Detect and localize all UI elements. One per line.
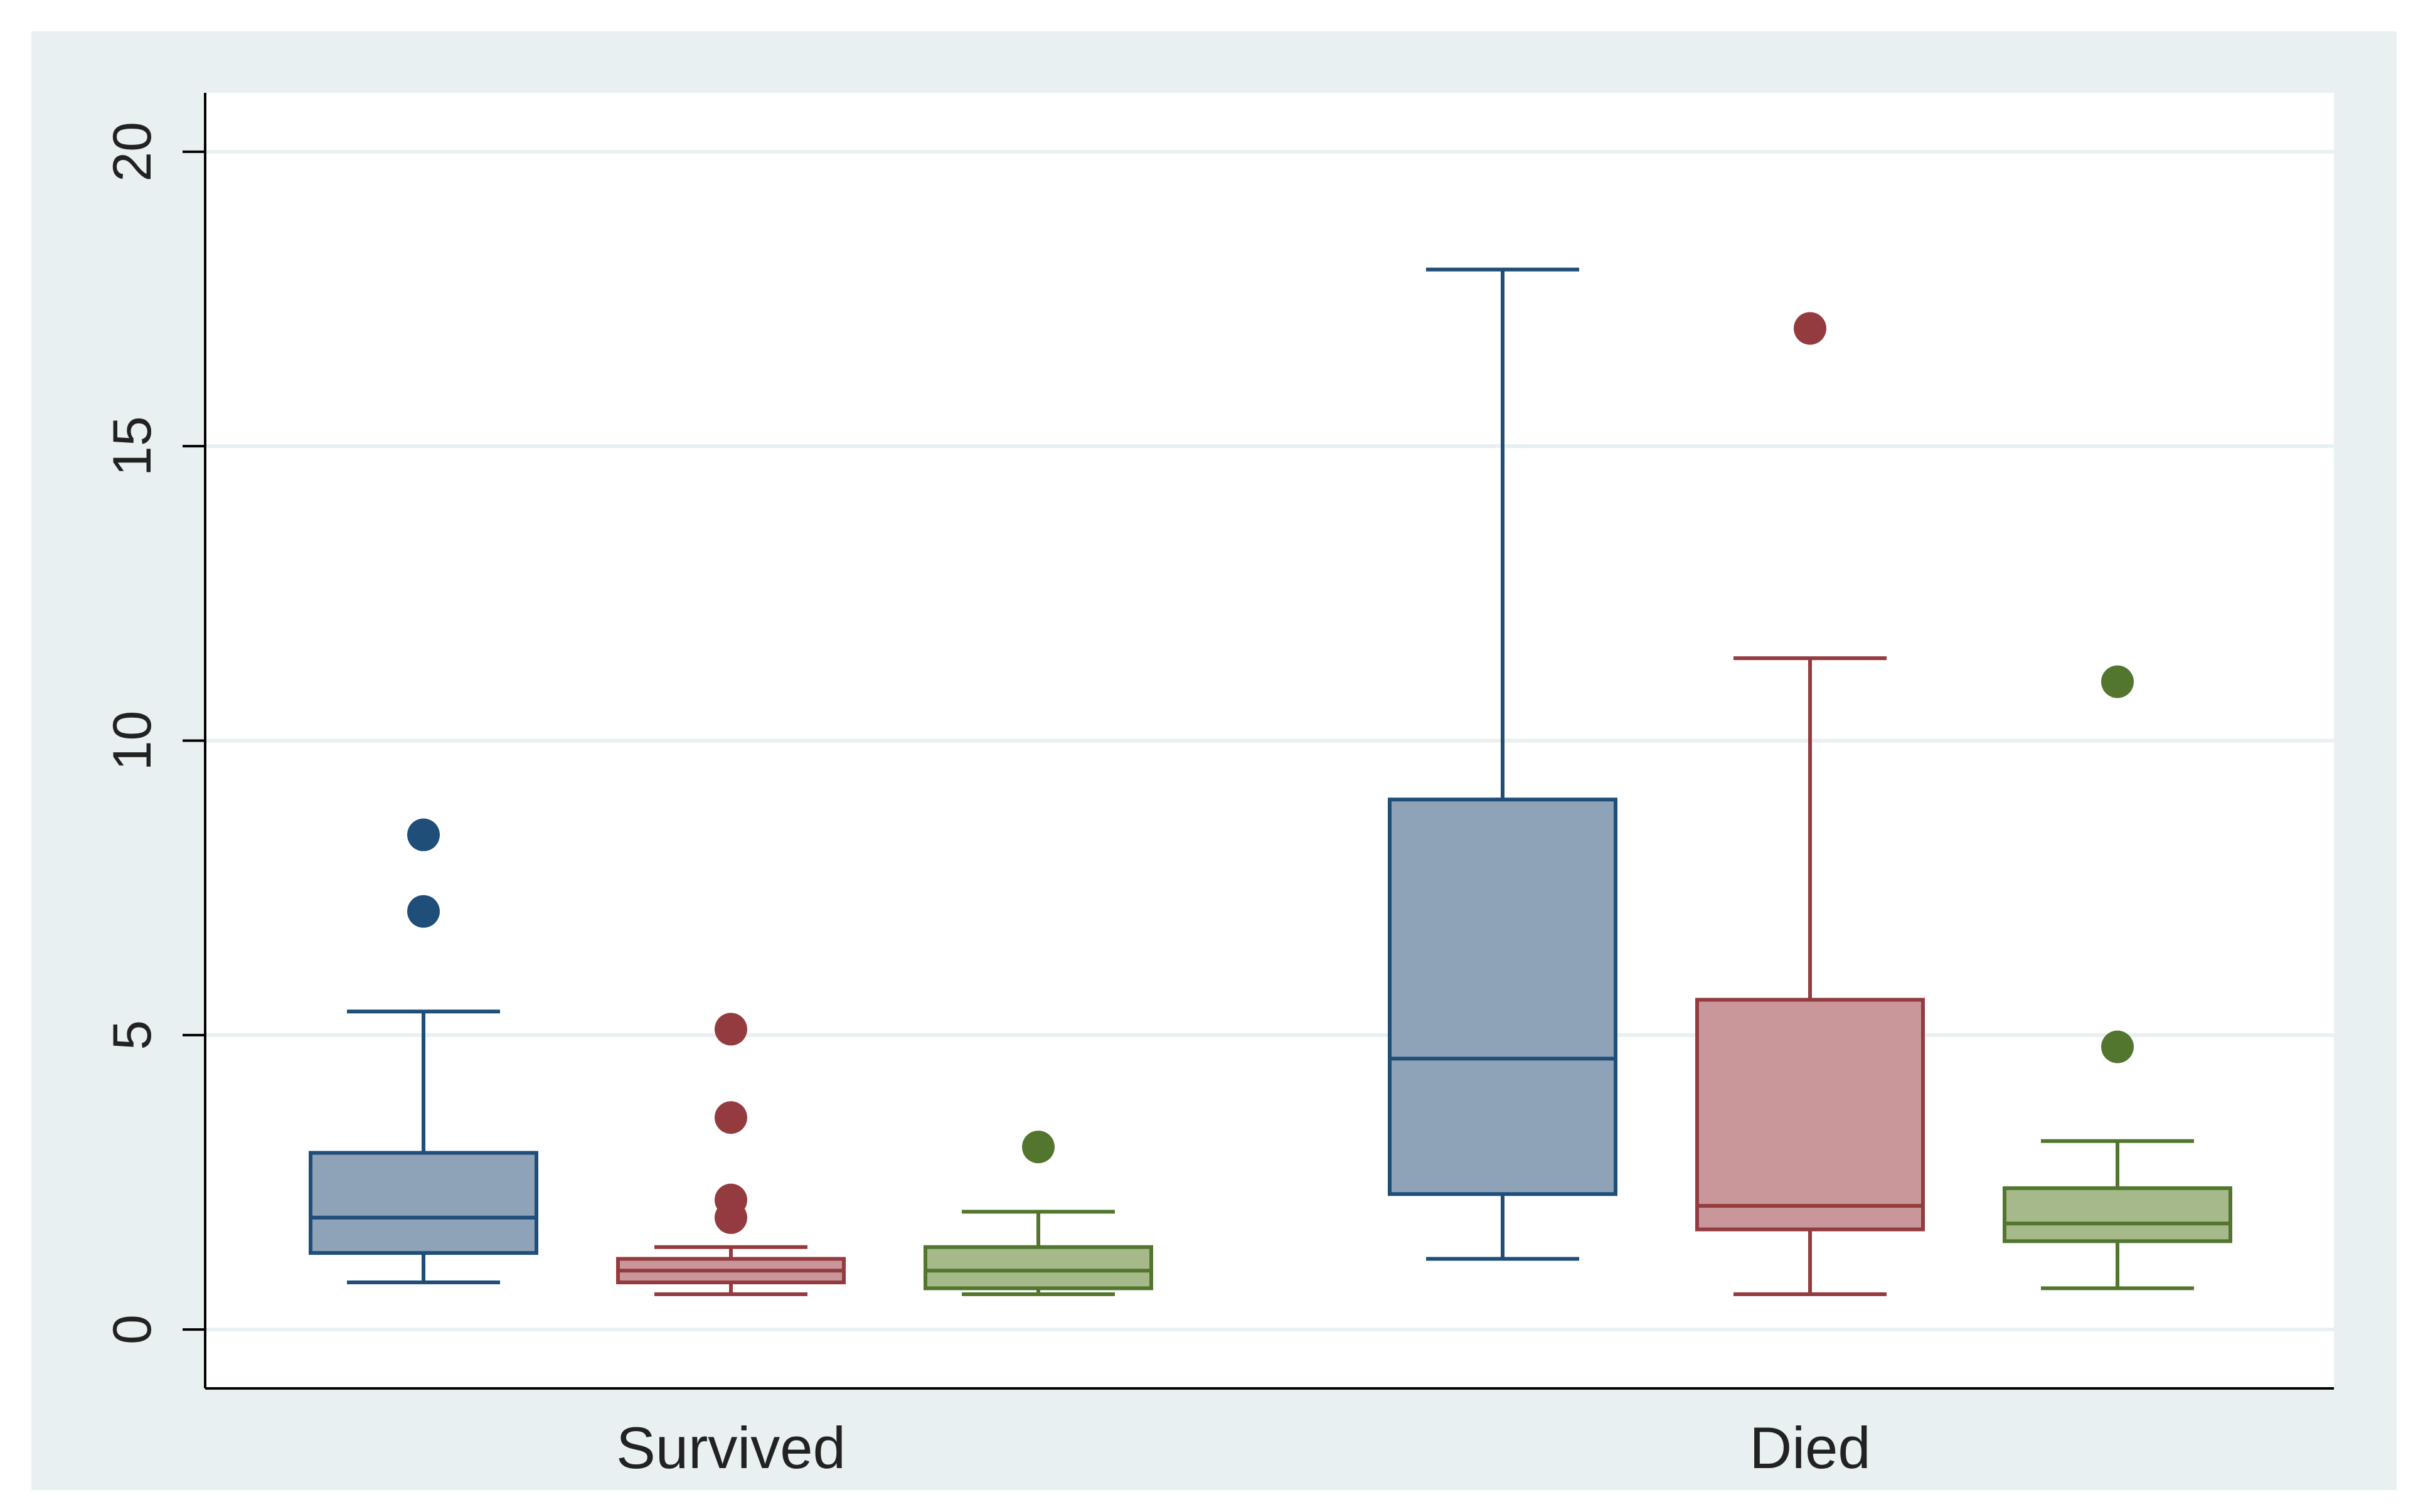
outlier-point xyxy=(2101,665,2134,698)
box-series1-survived xyxy=(309,818,538,1285)
outlier-point xyxy=(407,818,440,851)
iqr-box xyxy=(309,1151,538,1255)
axes xyxy=(183,93,2334,1390)
iqr-box xyxy=(2003,1186,2232,1243)
x-tick-label-died: Died xyxy=(1749,1415,1870,1481)
box-series2-died xyxy=(1695,312,1925,1296)
y-tick-label-5: 5 xyxy=(102,1020,162,1050)
outlier-point xyxy=(2101,1030,2134,1063)
box-series2-survived xyxy=(616,1013,846,1296)
y-tick-labels: 0 5 10 15 20 xyxy=(102,122,162,1344)
y-tick-label-0: 0 xyxy=(102,1314,162,1344)
y-tick-label-20: 20 xyxy=(102,122,162,182)
box-series1-died xyxy=(1388,267,1617,1261)
outlier-point xyxy=(715,1101,747,1134)
iqr-box xyxy=(1388,797,1617,1196)
box-series3-died xyxy=(2003,665,2232,1291)
outlier-point xyxy=(715,1013,747,1046)
x-tick-label-survived: Survived xyxy=(616,1415,846,1481)
outlier-point xyxy=(407,895,440,928)
outlier-point xyxy=(1022,1131,1055,1164)
x-tick-labels: Survived Died xyxy=(616,1415,1871,1481)
y-tick-label-15: 15 xyxy=(102,416,162,476)
box-series3-survived xyxy=(924,1131,1153,1296)
outlier-point xyxy=(715,1183,747,1217)
outlier-point xyxy=(1794,312,1826,345)
y-tick-label-10: 10 xyxy=(102,711,162,771)
gridlines xyxy=(205,149,2334,1332)
iqr-box xyxy=(924,1245,1153,1291)
iqr-box xyxy=(1695,998,1925,1232)
boxes xyxy=(309,267,2232,1296)
